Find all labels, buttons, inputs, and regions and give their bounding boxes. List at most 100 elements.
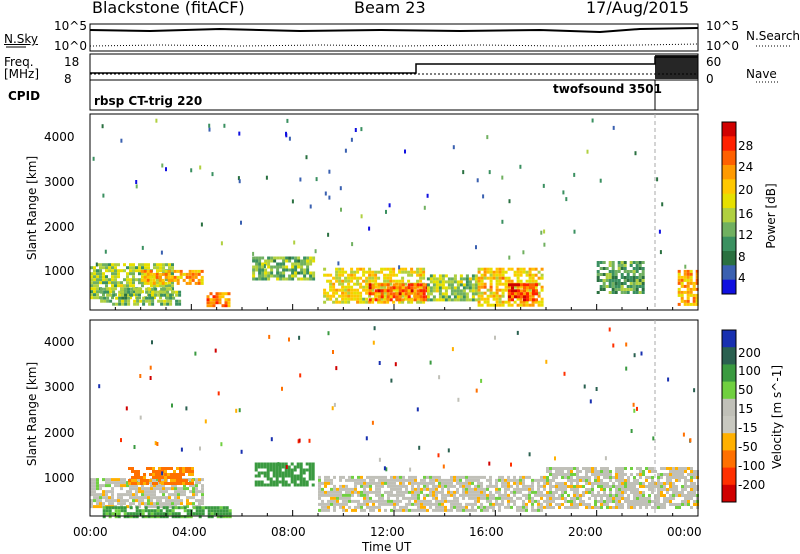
power-cell: [623, 267, 627, 270]
velocity-cell: [296, 477, 300, 481]
velocity-cell: [621, 506, 624, 509]
velocity-cell: [681, 488, 684, 491]
power-cell: [516, 270, 520, 274]
velocity-cell: [573, 506, 576, 509]
velocity-cell: [102, 506, 106, 510]
power-cell: [523, 289, 526, 293]
velocity-cell: [633, 491, 636, 494]
velocity-cell: [459, 505, 462, 509]
velocity-cell: [266, 474, 270, 478]
velocity-cell: [120, 506, 124, 510]
velocity-cell: [678, 506, 681, 509]
power-cell: [335, 300, 339, 304]
power-cell: [151, 287, 155, 291]
velocity-cell: [330, 502, 333, 506]
velocity-cell: [135, 506, 139, 510]
power-cell: [175, 290, 179, 294]
velocity-cell: [450, 478, 453, 482]
velocity-cell: [477, 493, 480, 497]
velocity-cell: [429, 487, 432, 491]
velocity-cell: [137, 473, 140, 476]
velocity-cell: [174, 506, 178, 510]
velocity-cell: [465, 493, 468, 497]
power-cell: [677, 281, 681, 285]
velocity-cell: [281, 474, 285, 478]
velocity-cell: [176, 476, 179, 479]
velocity-cell: [555, 482, 558, 485]
velocity-cell: [420, 487, 423, 491]
velocity-cell: [381, 502, 384, 506]
velocity-cell: [501, 481, 504, 485]
velocity-cell: [594, 467, 597, 470]
power-cell: [350, 137, 353, 142]
velocity-cell: [342, 499, 345, 503]
velocity-cell: [663, 485, 666, 488]
velocity-cell: [561, 503, 564, 506]
velocity-cell: [600, 506, 603, 509]
power-cell: [623, 264, 627, 267]
power-cell: [185, 275, 189, 279]
velocity-cell: [603, 482, 606, 485]
velocity-cell: [165, 515, 169, 519]
velocity-cell: [693, 470, 696, 473]
power-cell: [118, 296, 122, 300]
power-cell: [535, 292, 538, 296]
power-cell: [285, 259, 289, 263]
power-cell: [312, 259, 316, 263]
power-cell: [429, 277, 433, 281]
velocity-cell: [654, 470, 657, 473]
power-cell: [129, 296, 132, 300]
velocity-cell: [390, 508, 393, 512]
velocity-cell: [420, 505, 423, 509]
power-cell: [112, 290, 116, 294]
power-cb-tick-24: 24: [738, 160, 754, 174]
power-cell: [294, 268, 298, 272]
velocity-cell: [393, 481, 396, 485]
velocity-cell: [554, 456, 556, 461]
power-cell: [480, 279, 484, 283]
power-cell: [602, 279, 606, 282]
power-cell: [540, 267, 544, 271]
power-cell: [419, 283, 423, 287]
velocity-cell: [348, 490, 351, 494]
velocity-cell: [588, 491, 591, 494]
velocity-cell: [183, 509, 187, 513]
velocity-cell: [630, 473, 633, 476]
velocity-cell: [149, 376, 152, 380]
velocity-cell: [564, 500, 567, 503]
velocity-cell: [324, 505, 327, 509]
power-cell: [498, 303, 502, 307]
power-cell: [200, 278, 204, 282]
velocity-cell: [660, 467, 663, 470]
velocity-cell: [652, 436, 655, 441]
velocity-cell: [540, 502, 543, 506]
velocity-cell: [171, 499, 174, 503]
power-cell: [686, 278, 690, 282]
velocity-cell: [438, 475, 441, 479]
velocity-cell: [171, 515, 175, 519]
velocity-cell: [299, 477, 303, 481]
velocity-cell: [357, 499, 360, 503]
velocity-cell: [597, 485, 600, 488]
power-cell: [641, 261, 645, 264]
velocity-cell: [195, 509, 199, 513]
velocity-cell: [534, 493, 537, 497]
power-cell: [523, 295, 526, 299]
velocity-cell: [159, 505, 162, 509]
velocity-cell: [293, 468, 297, 472]
power-cell: [297, 277, 301, 281]
power-cell: [341, 294, 345, 298]
power-cell: [389, 273, 393, 277]
velocity-cell: [681, 491, 684, 494]
power-cell: [156, 284, 159, 288]
velocity-cell: [672, 473, 675, 476]
velocity-cell: [123, 515, 127, 519]
velocity-cell: [528, 484, 531, 488]
power-cell: [401, 276, 405, 280]
velocity-cell: [183, 506, 187, 510]
velocity-cell: [660, 485, 663, 488]
power-colorbar-segment: [722, 265, 736, 281]
power-cell: [108, 269, 111, 273]
velocity-cell: [138, 509, 142, 513]
power-cell: [297, 259, 301, 263]
